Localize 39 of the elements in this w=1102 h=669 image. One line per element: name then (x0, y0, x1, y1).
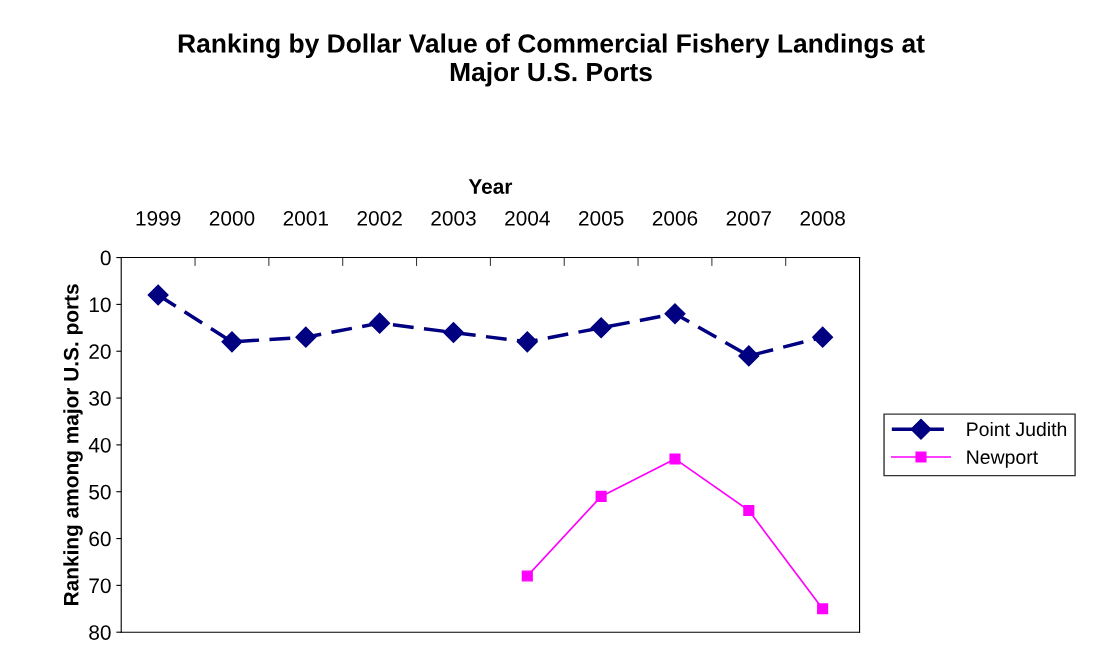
y-tick-label: 30 (89, 391, 111, 406)
x-tick-label: 2008 (800, 210, 845, 226)
legend-label: Newport (967, 450, 1038, 468)
x-tick-label: 2001 (283, 210, 328, 226)
point (817, 603, 829, 615)
point (369, 312, 391, 334)
y-tick-label: 10 (89, 297, 111, 313)
point (595, 490, 607, 502)
x-tick-label: 2006 (652, 210, 698, 226)
point (442, 321, 464, 344)
point (295, 326, 317, 348)
point (221, 331, 243, 353)
x-tick-label: 2005 (579, 210, 624, 226)
x-tick-label: 2002 (357, 210, 402, 226)
point (516, 331, 538, 353)
chart-title: Ranking by Dollar Value of Commercial Fishery Landings at Major U.S. Ports (178, 33, 925, 87)
point (738, 345, 760, 367)
point (669, 453, 681, 465)
x-tick-label: 1999 (136, 210, 181, 226)
x-axis-title: Year (468, 179, 513, 194)
point (521, 570, 533, 582)
point (743, 504, 755, 517)
point (590, 317, 612, 339)
legend-label: Point Judith (967, 421, 1067, 437)
y-tick-label: 80 (89, 625, 111, 640)
point (664, 303, 686, 325)
y-tick-label: 60 (89, 531, 111, 547)
x-tick-label: 2004 (505, 210, 550, 226)
y-tick-label: 40 (88, 437, 111, 453)
x-tick-label: 2007 (726, 210, 771, 226)
point (147, 284, 169, 306)
y-tick-label: 0 (100, 250, 111, 266)
y-tick-label: 50 (89, 484, 111, 500)
y-axis-title: Ranking among major U.S. ports (63, 284, 83, 605)
y-tick-label: 20 (89, 344, 111, 359)
point (812, 326, 834, 348)
y-tick-label: 70 (89, 578, 111, 594)
x-tick-label: 2003 (431, 210, 476, 226)
x-tick-label: 2000 (209, 210, 255, 226)
